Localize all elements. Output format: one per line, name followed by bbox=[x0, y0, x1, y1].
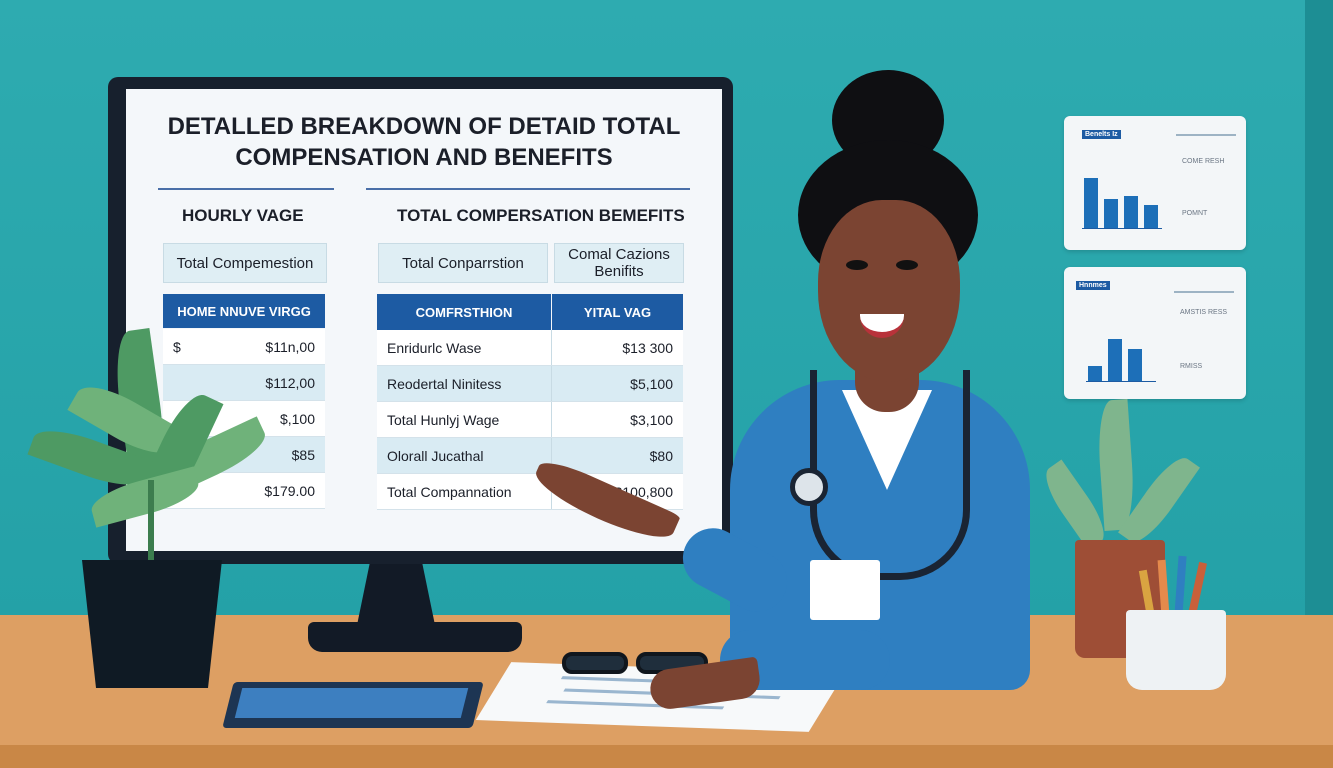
wall-chart-bar bbox=[1128, 349, 1142, 381]
wall-chart-bar bbox=[1088, 366, 1102, 381]
wall-chart-2: Hnnmes AMSTIS RESS RMISS bbox=[1064, 267, 1246, 399]
pencil-cup bbox=[1120, 550, 1230, 700]
tablet bbox=[222, 682, 484, 728]
right-row-label: Reodertal Ninitess bbox=[377, 366, 552, 401]
stethoscope-chestpiece bbox=[790, 468, 828, 506]
desk-front bbox=[0, 745, 1333, 768]
left-row-prefix: $ bbox=[173, 338, 181, 355]
right-table-row: Total Compannation $2100,800 bbox=[377, 474, 683, 510]
wall-chart-bar bbox=[1084, 178, 1098, 228]
stethoscope-icon bbox=[810, 370, 970, 580]
left-panel-heading: HOURLY VAGE bbox=[182, 206, 304, 225]
right-row-value: $80 bbox=[649, 447, 673, 464]
right-panel-box-left: Total Conparrstion bbox=[378, 243, 548, 283]
right-table-row: Reodertal Ninitess $5,100 bbox=[377, 366, 683, 402]
wall-chart-bar bbox=[1144, 205, 1158, 228]
wall-chart-2-text-2: RMISS bbox=[1180, 363, 1203, 370]
left-column-header: HOME NNUVE VIRGG bbox=[163, 294, 325, 328]
tablet-screen bbox=[234, 688, 469, 718]
right-panel-box-right: Comal Cazions Benifits bbox=[554, 243, 684, 283]
wall-chart-1-text-2: POMNT bbox=[1182, 210, 1208, 217]
right-table-row: Enridurlc Wase $13 300 bbox=[377, 330, 683, 366]
wall-chart-bar bbox=[1108, 339, 1122, 381]
wall-chart-1-text-1: COME RESH bbox=[1182, 158, 1225, 165]
cup-body bbox=[1126, 610, 1226, 690]
right-plant bbox=[1036, 399, 1200, 560]
id-badge bbox=[810, 560, 880, 620]
wall-chart-1: Benelts Iz COME RESH POMNT bbox=[1064, 116, 1246, 250]
screen-title-line-2: COMPENSATION AND BENEFITS bbox=[235, 144, 613, 171]
wall-chart-1-bars bbox=[1084, 156, 1158, 228]
nurse-eye-left bbox=[846, 260, 868, 270]
plant-stem bbox=[148, 480, 154, 580]
right-box-line-1: Comal Cazions bbox=[568, 246, 670, 263]
right-divider bbox=[366, 188, 690, 190]
left-table-row: $112,00 bbox=[163, 365, 325, 401]
left-divider bbox=[158, 188, 334, 190]
wall-chart-2-axis bbox=[1086, 381, 1156, 382]
right-row-label: Total Hunlyj Wage bbox=[377, 402, 552, 437]
screen-title-line-1: DETALLED BREAKDOWN OF DETAID TOTAL bbox=[167, 113, 681, 140]
nurse-hand-lower bbox=[647, 656, 763, 712]
right-row-value: $5,100 bbox=[630, 375, 673, 392]
monitor-base bbox=[308, 622, 522, 652]
left-table-row: $ $11n,00 bbox=[163, 329, 325, 365]
right-column-header-left: COMFRSTHION bbox=[377, 294, 551, 330]
nurse-eye-right bbox=[896, 260, 918, 270]
wall-chart-2-line bbox=[1174, 291, 1234, 293]
wall-chart-1-tag: Benelts Iz bbox=[1082, 130, 1121, 139]
right-row-label: Total Compannation bbox=[377, 474, 552, 509]
plant-leaf bbox=[1095, 399, 1137, 531]
right-table-row: Total Hunlyj Wage $3,100 bbox=[377, 402, 683, 438]
left-row-value: $11n,00 bbox=[265, 338, 315, 355]
right-row-label: Olorall Jucathal bbox=[377, 438, 552, 473]
wall-chart-2-tag: Hnnmes bbox=[1076, 281, 1110, 290]
monitor-stand bbox=[356, 560, 436, 630]
right-table: Enridurlc Wase $13 300 Reodertal Ninitess $… bbox=[377, 330, 683, 510]
left-row-value: $179.00 bbox=[264, 482, 315, 499]
monitor-screen: DETALLED BREAKDOWN OF DETAID TOTAL COMPE… bbox=[126, 89, 722, 551]
wall-chart-bar bbox=[1124, 196, 1138, 228]
left-row-value: $112,00 bbox=[265, 374, 315, 391]
wall-chart-bar bbox=[1104, 199, 1118, 228]
left-panel-box: Total Compemestion bbox=[163, 243, 327, 283]
wall-corner bbox=[1305, 0, 1333, 620]
wall-chart-2-bars bbox=[1088, 311, 1148, 381]
nurse-face bbox=[818, 200, 960, 382]
wall-chart-1-line bbox=[1176, 134, 1236, 136]
glasses-lens bbox=[562, 652, 628, 674]
nurse bbox=[529, 70, 1080, 712]
right-table-row: Olorall Jucathal $80 bbox=[377, 438, 683, 474]
left-row-value: $85 bbox=[291, 446, 315, 463]
wall-chart-2-text-1: AMSTIS RESS bbox=[1180, 309, 1228, 316]
right-row-label: Enridurlc Wase bbox=[377, 330, 552, 365]
left-plant bbox=[27, 327, 290, 590]
left-row-value: $,100 bbox=[279, 410, 315, 427]
right-row-value: $3,100 bbox=[630, 411, 673, 428]
right-row-value: $13 300 bbox=[622, 339, 673, 356]
right-panel-heading: TOTAL COMPERSATION BEMEFITS bbox=[397, 206, 685, 225]
screen-title: DETALLED BREAKDOWN OF DETAID TOTAL COMPE… bbox=[126, 111, 722, 173]
right-column-header-right: YITAL VAG bbox=[552, 294, 683, 330]
right-box-line-2: Benifits bbox=[594, 263, 644, 280]
wall-chart-1-axis bbox=[1082, 228, 1162, 229]
left-plant-pot bbox=[82, 560, 222, 688]
